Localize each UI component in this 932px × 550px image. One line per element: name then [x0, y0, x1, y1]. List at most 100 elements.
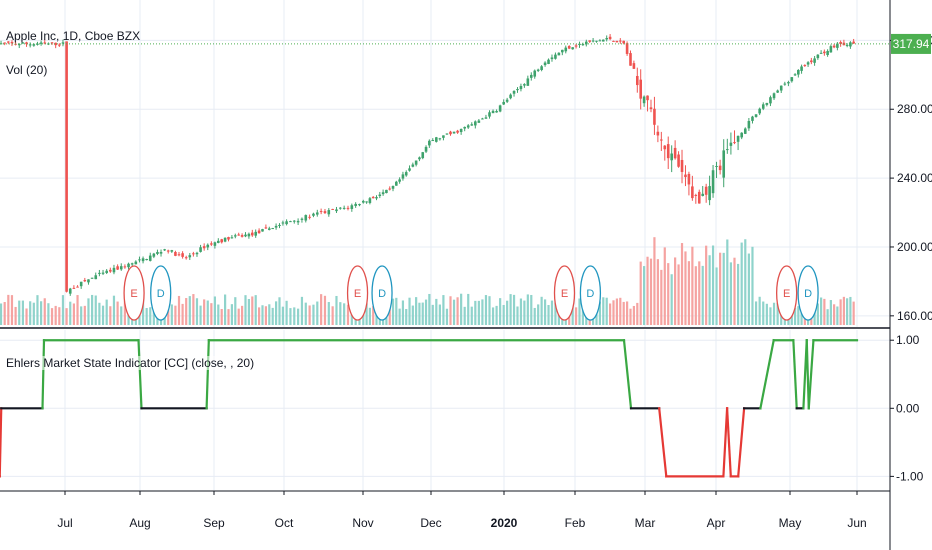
candle-body	[72, 287, 76, 289]
symbol-title[interactable]: Apple Inc, 1D, Cboe BZX	[6, 29, 141, 43]
volume-bar	[797, 306, 800, 325]
candle-body	[636, 75, 639, 86]
volume-bar	[127, 308, 130, 325]
volume-bar	[463, 306, 466, 325]
candle-body	[656, 131, 660, 136]
volume-bar	[105, 299, 108, 325]
indicator-segment	[205, 339, 210, 410]
volume-bar	[72, 303, 75, 325]
indicator-legend[interactable]: Ehlers Market State Indicator [CC] (clos…	[6, 356, 255, 370]
candle-body	[470, 124, 474, 126]
volume-bar	[656, 259, 659, 325]
volume-bar	[69, 301, 72, 325]
volume-bar	[331, 306, 334, 325]
volume-bar	[428, 293, 431, 325]
volume-bar	[571, 301, 574, 325]
candle-body	[509, 94, 512, 99]
time-tick-label: Aug	[129, 516, 150, 530]
candle-body	[375, 197, 378, 199]
candle-body	[32, 44, 36, 46]
time-tick-label: Mar	[635, 516, 656, 530]
candle-body	[159, 251, 163, 254]
volume-bar	[442, 295, 445, 325]
candle-body	[199, 247, 202, 252]
volume-bar	[192, 294, 195, 325]
volume-bar	[537, 304, 540, 325]
volume-bar	[823, 298, 826, 325]
volume-bar	[94, 295, 97, 325]
candle-body	[268, 228, 271, 230]
candle-body	[65, 41, 68, 292]
volume-bar	[438, 304, 441, 325]
event-marker-letter: E	[561, 288, 568, 300]
volume-bar	[516, 306, 519, 325]
volume-bar	[449, 296, 452, 325]
volume-bar	[36, 295, 39, 325]
volume-bar	[112, 295, 116, 325]
volume-bar	[335, 295, 338, 325]
candle-body	[491, 110, 495, 114]
volume-bar	[14, 306, 17, 325]
volume-bar	[793, 307, 797, 325]
candle-body	[598, 40, 602, 42]
candle-body	[381, 192, 385, 195]
event-marker-letter: D	[157, 288, 165, 300]
volume-bar	[836, 306, 839, 325]
volume-bar	[91, 294, 94, 325]
candle-body	[274, 225, 278, 228]
candle-body	[733, 142, 736, 144]
volume-bar	[445, 308, 449, 325]
volume-bar	[477, 300, 480, 325]
candle-body	[571, 47, 574, 50]
indicator-tick-label: 1.00	[896, 333, 920, 347]
candle-body	[557, 52, 561, 56]
volume-bar	[826, 309, 829, 325]
indicator-segment	[807, 339, 815, 410]
volume-bar	[626, 301, 629, 325]
volume-bar	[188, 296, 191, 325]
time-tick-label: Feb	[565, 516, 586, 530]
volume-bar	[758, 296, 761, 325]
candle-body	[761, 104, 765, 109]
candle-body	[852, 41, 855, 44]
earnings-marker	[346, 265, 369, 321]
candle-body	[350, 205, 354, 209]
candle-body	[39, 42, 43, 44]
candle-body	[769, 97, 772, 104]
volume-bar	[50, 308, 54, 325]
volume-bar	[646, 256, 649, 325]
volume-bar	[185, 298, 188, 325]
volume-bar	[234, 297, 237, 325]
candle-body	[292, 220, 296, 222]
volume-bar	[680, 243, 684, 325]
event-marker-letter: D	[586, 288, 594, 300]
volume-bar	[509, 294, 512, 325]
volume-bar	[744, 239, 747, 325]
volume-bar	[21, 300, 24, 325]
candle-body	[289, 221, 292, 223]
candle-body	[787, 82, 790, 84]
indicator-segment	[792, 339, 798, 410]
time-tick-label: Sep	[203, 516, 225, 530]
candle-body	[285, 221, 288, 225]
volume-bar	[776, 303, 779, 325]
candle-body	[629, 53, 632, 66]
volume-bar	[32, 302, 35, 325]
candle-body	[17, 44, 21, 46]
candle-body	[612, 40, 615, 42]
volume-legend[interactable]: Vol (20)	[6, 63, 48, 77]
candle-body	[371, 196, 375, 199]
candle-body	[543, 62, 547, 66]
volume-bar	[206, 300, 209, 325]
candle-body	[540, 66, 543, 71]
candle-body	[536, 69, 540, 71]
candle-body	[463, 126, 466, 129]
volume-bar	[141, 295, 145, 325]
candle-body	[819, 52, 823, 54]
volume-bar	[708, 255, 711, 325]
candle-body	[50, 42, 54, 44]
volume-bar	[719, 252, 722, 325]
candle-body	[567, 45, 571, 49]
candle-body	[697, 191, 701, 204]
